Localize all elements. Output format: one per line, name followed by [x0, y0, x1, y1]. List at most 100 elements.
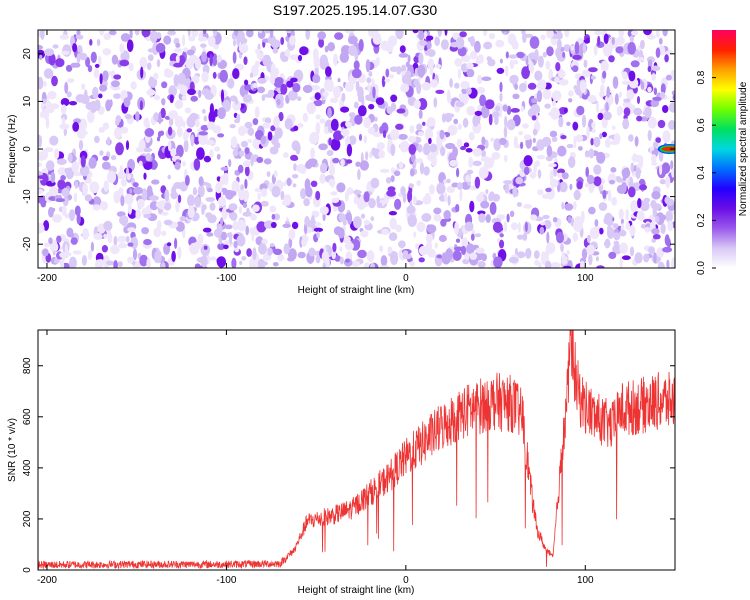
- heatmap-cell: [68, 256, 77, 268]
- heatmap-cell: [73, 192, 78, 203]
- heatmap-cell: [72, 43, 78, 53]
- heatmap-cell: [349, 112, 356, 118]
- heatmap-cell: [664, 234, 670, 246]
- heatmap-cell: [186, 49, 195, 56]
- heatmap-cell: [616, 36, 625, 46]
- heatmap-cell: [166, 242, 172, 247]
- heatmap-cell: [183, 47, 188, 53]
- heatmap-cell: [103, 220, 113, 231]
- heatmap-cell: [238, 150, 245, 157]
- heatmap-cell: [510, 108, 520, 113]
- heatmap-cell: [273, 248, 283, 255]
- heatmap-cell: [652, 206, 657, 218]
- heatmap-cell: [82, 227, 89, 240]
- heatmap-cell: [376, 142, 385, 151]
- heatmap-cell: [586, 234, 591, 244]
- heatmap-cell: [576, 178, 584, 183]
- heatmap-cell: [527, 108, 537, 118]
- heatmap-cell: [333, 53, 338, 66]
- heatmap-cell: [139, 100, 143, 111]
- heatmap-cell: [620, 218, 624, 225]
- heatmap-cell: [466, 68, 475, 78]
- heatmap-cell: [599, 227, 604, 235]
- heatmap-cell: [76, 126, 87, 139]
- heatmap-cell: [632, 153, 637, 163]
- heatmap-cell: [145, 152, 151, 162]
- heatmap-cell: [64, 81, 69, 94]
- y-tick-label: 10: [22, 95, 33, 107]
- heatmap-cell: [449, 159, 458, 167]
- heatmap-cell: [489, 201, 497, 215]
- heatmap-cell: [302, 84, 313, 94]
- heatmap-cell: [647, 116, 657, 129]
- heatmap-cell: [201, 51, 207, 63]
- heatmap-cell: [396, 108, 406, 114]
- heatmap-cell: [164, 69, 174, 78]
- heatmap-cell: [322, 262, 326, 268]
- heatmap-cell: [129, 30, 133, 39]
- heatmap-cell: [613, 232, 621, 241]
- heatmap-cell: [295, 142, 301, 155]
- heatmap-cell: [488, 113, 493, 126]
- heatmap-cell: [108, 30, 117, 36]
- heatmap-cell: [319, 206, 329, 215]
- heatmap-cell: [416, 221, 426, 233]
- heatmap-cell: [244, 84, 252, 91]
- heatmap-cell: [480, 105, 490, 119]
- heatmap-cell: [629, 246, 635, 257]
- heatmap-cell: [618, 91, 622, 98]
- heatmap-cell: [105, 99, 112, 112]
- heatmap-cell: [269, 30, 274, 38]
- heatmap-cell: [375, 56, 380, 66]
- heatmap-cell: [607, 189, 612, 202]
- heatmap-cell: [207, 187, 213, 193]
- heatmap-cell: [326, 149, 334, 157]
- heatmap-cell: [508, 54, 518, 59]
- heatmap-cell: [398, 53, 409, 58]
- heatmap-cell: [499, 58, 503, 64]
- heatmap-cell: [173, 182, 184, 189]
- heatmap-cell: [273, 115, 280, 128]
- heatmap-cell: [433, 207, 442, 215]
- heatmap-cell: [427, 49, 436, 58]
- heatmap-cell: [123, 97, 131, 108]
- heatmap-cell: [331, 197, 340, 204]
- heatmap-cell: [167, 126, 173, 136]
- heatmap-cell: [330, 191, 338, 196]
- heatmap-cell: [304, 216, 310, 227]
- heatmap-cell: [462, 117, 469, 128]
- heatmap-cell: [429, 184, 435, 195]
- heatmap-cell: [173, 48, 183, 53]
- heatmap-cell: [167, 30, 177, 36]
- heatmap-cell: [602, 43, 613, 57]
- heatmap-cell: [637, 96, 640, 104]
- heatmap-cell: [71, 161, 80, 173]
- heatmap-cell: [546, 231, 550, 244]
- heatmap-cell: [409, 168, 415, 177]
- heatmap-cell: [361, 95, 365, 109]
- heatmap-cell: [336, 182, 346, 193]
- heatmap-cell: [38, 76, 44, 90]
- heatmap-cell: [561, 172, 569, 180]
- heatmap-cell: [353, 101, 359, 109]
- heatmap-cell: [436, 182, 446, 195]
- heatmap-cell: [151, 179, 160, 185]
- heatmap-cell: [118, 242, 128, 249]
- heatmap-cell: [416, 123, 423, 131]
- heatmap-cell: [212, 30, 218, 37]
- heatmap-cell: [633, 107, 643, 116]
- heatmap-cell: [644, 226, 650, 233]
- heatmap-cell: [493, 256, 503, 268]
- heatmap-cell: [203, 245, 208, 250]
- heatmap-cell: [139, 254, 149, 267]
- heatmap-cell: [39, 54, 43, 60]
- heatmap-cell: [287, 257, 295, 262]
- heatmap-cell: [55, 198, 65, 203]
- heatmap-cell: [517, 221, 521, 233]
- heatmap-x-ticks: -200 -100 0 100: [37, 30, 594, 284]
- heatmap-cell: [408, 183, 414, 189]
- colorbar-label: Normalized spectral amplitude: [738, 81, 749, 216]
- heatmap-cell: [384, 78, 391, 83]
- heatmap-cell: [388, 35, 398, 47]
- heatmap-cell: [190, 95, 198, 102]
